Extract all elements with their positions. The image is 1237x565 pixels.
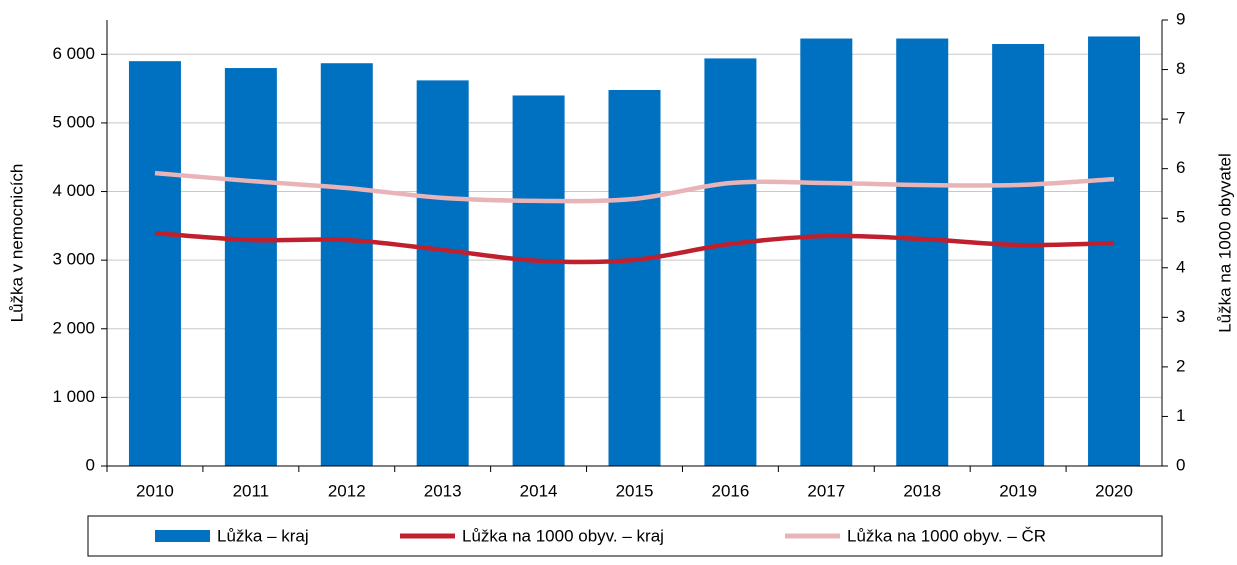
bar <box>896 38 949 466</box>
y-tick-label: 4 000 <box>52 181 95 200</box>
bar <box>800 38 853 466</box>
bar <box>320 63 373 466</box>
bar <box>992 44 1045 467</box>
y2-tick-label: 0 <box>1176 455 1185 474</box>
bar <box>704 58 757 466</box>
legend-box <box>87 515 1163 557</box>
x-tick-label: 2017 <box>807 481 845 500</box>
y2-tick-label: 5 <box>1176 208 1185 227</box>
y2-tick-label: 4 <box>1176 257 1185 276</box>
x-tick-label: 2012 <box>328 481 366 500</box>
x-tick-label: 2013 <box>424 481 462 500</box>
y2-tick-label: 8 <box>1176 59 1185 78</box>
x-tick-label: 2010 <box>136 481 174 500</box>
line <box>154 230 1115 265</box>
line <box>154 170 1115 204</box>
x-tick-label: 2015 <box>616 481 654 500</box>
x-tick-label: 2014 <box>520 481 558 500</box>
bar <box>224 68 277 467</box>
x-tick-label: 2016 <box>711 481 749 500</box>
y2-tick-label: 3 <box>1176 307 1185 326</box>
legend-swatch <box>155 530 210 542</box>
y2-tick-label: 7 <box>1176 109 1185 128</box>
legend-label: Lůžka na 1000 obyv. – ČR <box>847 526 1046 545</box>
legend-label: Lůžka na 1000 obyv. – kraj <box>462 526 664 545</box>
y-axis-label: Lůžka v nemocnicích <box>7 164 26 323</box>
y-tick-label: 5 000 <box>52 112 95 131</box>
legend-label: Lůžka – kraj <box>217 526 309 545</box>
x-tick-label: 2019 <box>999 481 1037 500</box>
bar <box>1088 36 1141 467</box>
bar <box>128 61 181 467</box>
y-tick-label: 1 000 <box>52 387 95 406</box>
bar <box>416 80 469 467</box>
y-tick-label: 6 000 <box>52 44 95 63</box>
y2-tick-label: 6 <box>1176 158 1185 177</box>
y-tick-label: 3 000 <box>52 250 95 269</box>
y2-tick-label: 2 <box>1176 356 1185 375</box>
y2-axis-label: Lůžka na 1000 obyvatel <box>1215 153 1234 333</box>
x-tick-label: 2018 <box>903 481 941 500</box>
x-tick-label: 2020 <box>1095 481 1133 500</box>
y-tick-label: 0 <box>86 455 95 474</box>
bar <box>608 89 661 466</box>
y2-tick-label: 1 <box>1176 406 1185 425</box>
y-tick-label: 2 000 <box>52 318 95 337</box>
bar <box>512 95 565 466</box>
x-tick-label: 2011 <box>233 481 270 500</box>
y2-tick-label: 9 <box>1176 9 1185 28</box>
